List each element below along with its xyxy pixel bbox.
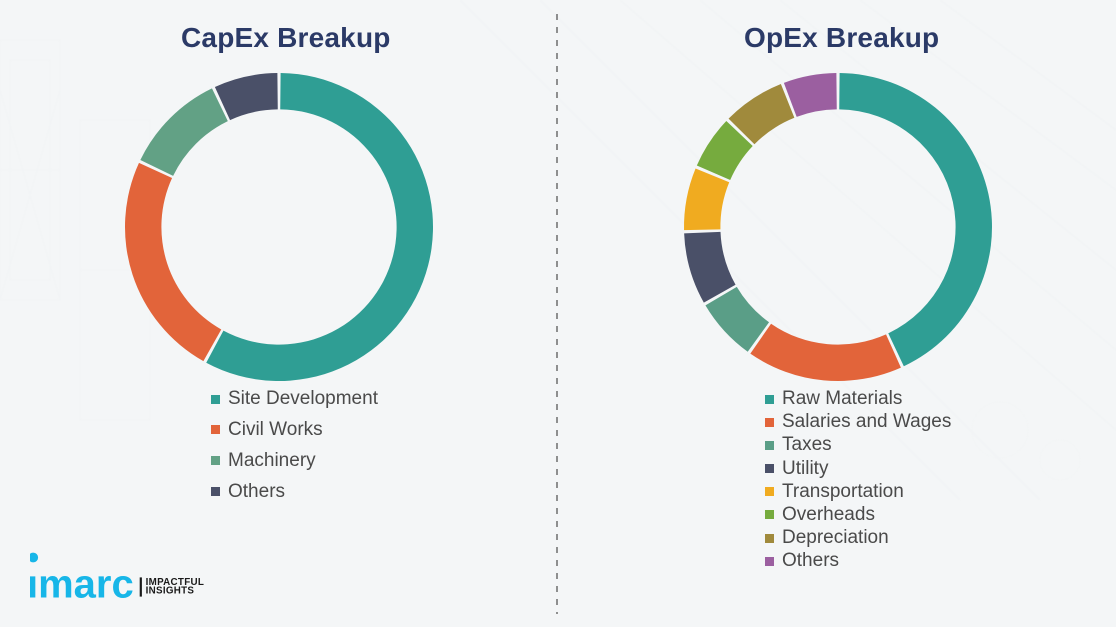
svg-text:INSIGHTS: INSIGHTS bbox=[146, 585, 195, 596]
svg-text:ımarc: ımarc bbox=[30, 563, 134, 607]
